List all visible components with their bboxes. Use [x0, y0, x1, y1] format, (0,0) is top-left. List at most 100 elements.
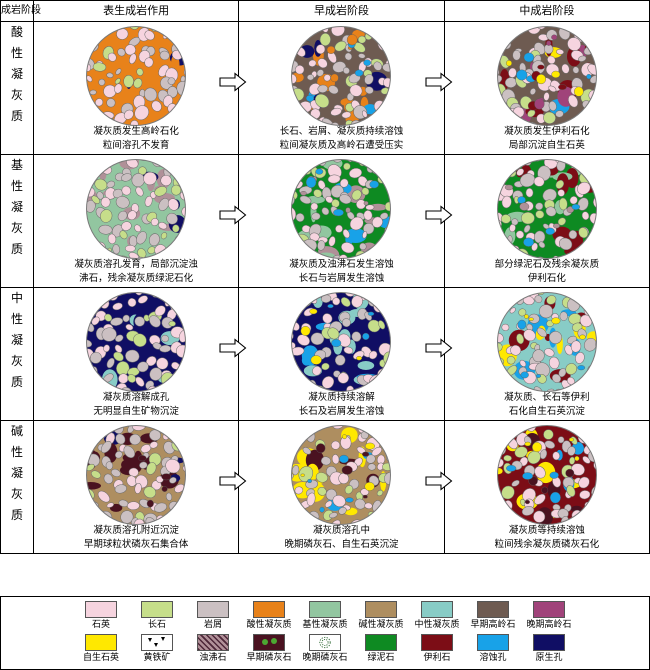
legend-panel: 石英 长石 岩屑 酸性凝灰质 基性凝灰质 碱性凝灰质 中性凝灰质 早期高岭石 晚期高岭石 自生石… [0, 596, 650, 670]
cell-row0-stage1: 长石、岩屑、凝灰质持续溶蚀 粒间凝灰质及高岭石遭受压实 [219, 21, 445, 155]
caption-line: 凝灰质溶孔中 [312, 525, 370, 536]
row-label-char: 性 [10, 46, 23, 60]
legend-item: 原生孔 [521, 634, 577, 664]
legend-item: 黄铁矿 [129, 634, 185, 664]
legend-label: 黄铁矿 [143, 653, 171, 663]
legend-label: 中性凝灰质 [414, 620, 460, 630]
legend-swatch [141, 601, 173, 618]
legend-item: 石英 [73, 601, 129, 631]
legend-item: 自生石英 [73, 634, 129, 664]
rock-texture-svg [291, 292, 392, 392]
legend-item: 溶蚀孔 [465, 634, 521, 664]
caption-line: 凝灰质等持续溶蚀 [508, 525, 585, 536]
legend-swatch-pyrite [141, 634, 173, 651]
legend-item: 晚期磷灰石 [297, 634, 353, 664]
stage-arrow [425, 338, 453, 358]
legend-label: 石英 [91, 620, 110, 630]
row-label-char: 凝 [10, 466, 23, 480]
right-arrow-icon [425, 72, 453, 92]
caption-line: 伊利石化 [527, 273, 566, 284]
row-label-char: 碱 [10, 424, 23, 438]
rock-circle [445, 421, 649, 525]
legend-label: 绿泥石 [367, 653, 395, 663]
rock-texture-svg [86, 26, 187, 126]
legend-swatch [477, 601, 509, 618]
legend-label: 岩屑 [203, 620, 222, 630]
caption-line: 石化自生石英沉淀 [508, 406, 585, 417]
rock-circle [239, 22, 443, 126]
caption-line: 粒间残余凝灰质磷灰石化 [494, 539, 600, 550]
legend-item: 中性凝灰质 [409, 601, 465, 631]
caption-line: 长石及岩屑发生溶蚀 [298, 406, 385, 417]
legend-swatch-apatite-early [253, 634, 285, 651]
legend-swatch [533, 634, 565, 651]
legend-item: 早期磷灰石 [241, 634, 297, 664]
matrix-row: 酸性凝灰质凝灰质发生高岭石化 粒间溶孔不发育 长石、岩屑、凝灰质持续溶蚀 粒间凝灰质及… [0, 21, 650, 155]
legend-label: 长石 [147, 620, 166, 630]
caption-line: 早期球粒状磷灰石集合体 [83, 539, 189, 550]
caption-line: 粒间凝灰质及高岭石遭受压实 [279, 140, 404, 151]
caption-line: 凝灰质持续溶解 [308, 392, 375, 403]
row-label-2: 中性凝灰质 [0, 287, 34, 421]
rock-texture-svg [291, 26, 392, 126]
row-label-char: 凝 [10, 67, 23, 81]
row-label-char: 性 [10, 445, 23, 459]
legend-label: 伊利石 [423, 653, 451, 663]
legend-item: 岩屑 [185, 601, 241, 631]
legend-label: 浊沸石 [199, 653, 227, 663]
rock-texture-svg [291, 159, 392, 259]
legend-label: 早期磷灰石 [246, 653, 292, 663]
legend-item: 浊沸石 [185, 634, 241, 664]
cell-row0-stage0: 凝灰质发生高岭石化 粒间溶孔不发育 [32, 21, 240, 155]
row-label-char: 灰 [10, 354, 23, 368]
caption-line: 晚期磷灰石、自生石英沉淀 [284, 539, 399, 550]
caption-line: 凝灰质、长石等伊利 [504, 392, 590, 403]
row-label-char: 灰 [10, 88, 23, 102]
legend-item: 碱性凝灰质 [353, 601, 409, 631]
rock-texture-svg [86, 425, 187, 525]
legend-label: 溶蚀孔 [479, 653, 507, 663]
stage-arrow [425, 72, 453, 92]
caption-line: 长石与岩屑发生溶蚀 [298, 273, 385, 284]
cell-row1-stage2: 部分绿泥石及残余凝灰质 伊利石化 [425, 154, 650, 288]
legend-label: 晚期高岭石 [526, 620, 572, 630]
cell-row3-stage0: 凝灰质溶孔附近沉淀 早期球粒状磷灰石集合体 [32, 420, 240, 554]
row-label-char: 性 [10, 179, 23, 193]
stage-arrow [219, 205, 247, 225]
row-label-char: 凝 [10, 333, 23, 347]
rock-circle [239, 155, 443, 259]
caption-line: 凝灰质溶解成孔 [102, 392, 170, 403]
legend-label: 碱性凝灰质 [358, 620, 404, 630]
row-label-char: 基 [10, 158, 23, 172]
legend-item: 早期高岭石 [465, 601, 521, 631]
stage-arrow [219, 338, 247, 358]
row-label-char: 凝 [10, 200, 23, 214]
legend-label: 晚期磷灰石 [302, 653, 348, 663]
header-stage-0: 表生成岩作用 [32, 0, 240, 22]
caption-line: 沸石，残余凝灰质绿泥石化 [79, 273, 194, 284]
cell-row2-stage2: 凝灰质、长石等伊利 石化自生石英沉淀 [425, 287, 650, 421]
matrix-row: 中性凝灰质凝灰质溶解成孔 无明显自生矿物沉淀 凝灰质持续溶解 长石及岩屑发生溶蚀 凝灰质… [0, 287, 650, 421]
legend-swatch [533, 601, 565, 618]
legend-swatch [197, 601, 229, 618]
rock-texture-svg [291, 425, 392, 525]
caption-line: 凝灰质溶孔发育，局部沉淀浊 [74, 259, 198, 270]
stage-arrow [425, 471, 453, 491]
rock-circle [34, 155, 238, 259]
rock-circle [239, 288, 443, 392]
legend-swatch [421, 634, 453, 651]
stage-arrow [219, 471, 247, 491]
legend-item: 基性凝灰质 [297, 601, 353, 631]
caption-line: 凝灰质及浊沸石发生溶蚀 [289, 259, 394, 270]
legend-item: 酸性凝灰质 [241, 601, 297, 631]
rock-circle [34, 421, 238, 525]
row-label-char: 灰 [10, 221, 23, 235]
legend-row-2: 自生石英 黄铁矿 浊沸石 早期磷灰石 晚期磷灰石 绿泥石 伊利石 溶蚀孔 原生孔 [1, 631, 649, 664]
caption-line: 无明显自生矿物沉淀 [93, 406, 179, 417]
rock-texture-svg [86, 292, 187, 392]
legend-swatch [309, 601, 341, 618]
stage-arrow [219, 72, 247, 92]
row-label-char: 质 [10, 242, 23, 256]
cell-row1-stage1: 凝灰质及浊沸石发生溶蚀 长石与岩屑发生溶蚀 [219, 154, 445, 288]
